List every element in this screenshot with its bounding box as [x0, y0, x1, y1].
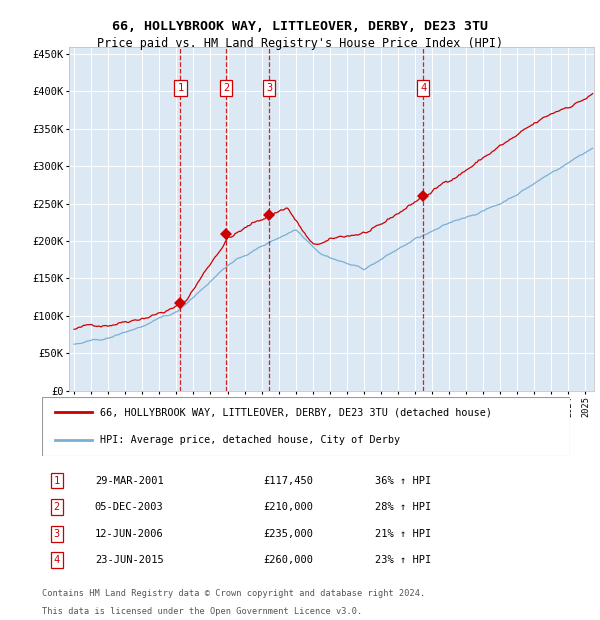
- Text: HPI: Average price, detached house, City of Derby: HPI: Average price, detached house, City…: [100, 435, 400, 445]
- Text: 05-DEC-2003: 05-DEC-2003: [95, 502, 164, 512]
- Text: 3: 3: [53, 529, 60, 539]
- Text: £210,000: £210,000: [264, 502, 314, 512]
- Text: 1: 1: [178, 82, 184, 92]
- Text: 23% ↑ HPI: 23% ↑ HPI: [374, 556, 431, 565]
- Text: Price paid vs. HM Land Registry's House Price Index (HPI): Price paid vs. HM Land Registry's House …: [97, 37, 503, 50]
- Text: 23-JUN-2015: 23-JUN-2015: [95, 556, 164, 565]
- Text: 1: 1: [53, 476, 60, 485]
- Text: 21% ↑ HPI: 21% ↑ HPI: [374, 529, 431, 539]
- Text: 2: 2: [53, 502, 60, 512]
- Text: 66, HOLLYBROOK WAY, LITTLEOVER, DERBY, DE23 3TU (detached house): 66, HOLLYBROOK WAY, LITTLEOVER, DERBY, D…: [100, 407, 492, 417]
- Text: 4: 4: [53, 556, 60, 565]
- Text: £235,000: £235,000: [264, 529, 314, 539]
- Text: £260,000: £260,000: [264, 556, 314, 565]
- Text: 12-JUN-2006: 12-JUN-2006: [95, 529, 164, 539]
- Text: £117,450: £117,450: [264, 476, 314, 485]
- FancyBboxPatch shape: [42, 397, 570, 456]
- Text: 28% ↑ HPI: 28% ↑ HPI: [374, 502, 431, 512]
- Text: 2: 2: [223, 82, 229, 92]
- Text: 3: 3: [266, 82, 272, 92]
- Text: 4: 4: [420, 82, 427, 92]
- Text: 36% ↑ HPI: 36% ↑ HPI: [374, 476, 431, 485]
- Text: 29-MAR-2001: 29-MAR-2001: [95, 476, 164, 485]
- Text: 66, HOLLYBROOK WAY, LITTLEOVER, DERBY, DE23 3TU: 66, HOLLYBROOK WAY, LITTLEOVER, DERBY, D…: [112, 20, 488, 32]
- Text: Contains HM Land Registry data © Crown copyright and database right 2024.: Contains HM Land Registry data © Crown c…: [42, 589, 425, 598]
- Text: This data is licensed under the Open Government Licence v3.0.: This data is licensed under the Open Gov…: [42, 608, 362, 616]
